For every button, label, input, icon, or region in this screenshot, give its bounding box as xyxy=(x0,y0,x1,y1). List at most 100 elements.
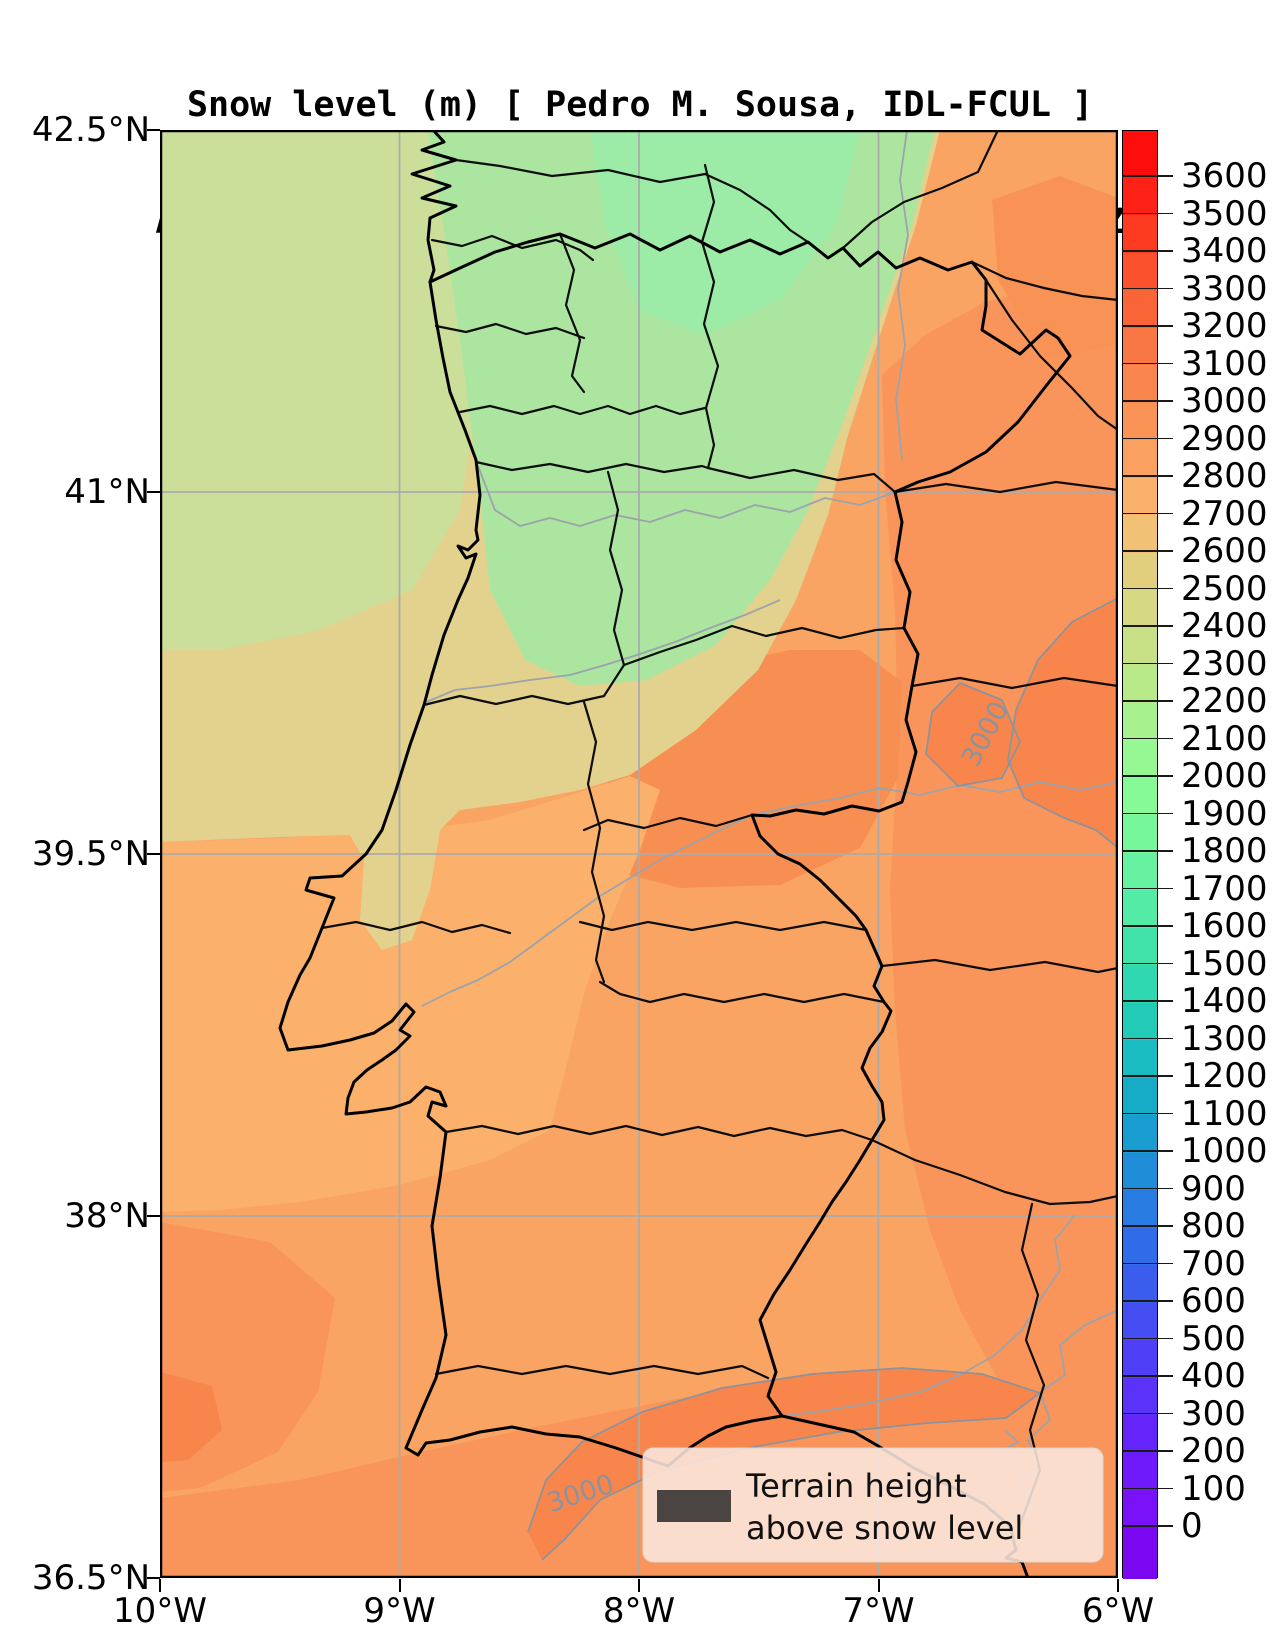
lon-tick-label: 9°W xyxy=(363,1591,436,1631)
colorbar-tick-label: 1800 xyxy=(1181,831,1268,871)
colorbar-band xyxy=(1123,1489,1157,1528)
lon-tick-label: 7°W xyxy=(842,1591,915,1631)
colorbar-tick-mark xyxy=(1122,175,1173,177)
colorbar-tick-mark xyxy=(1122,1112,1173,1115)
colorbar-tick-mark xyxy=(1122,625,1173,627)
colorbar-tick-mark xyxy=(1122,325,1173,327)
colorbar-tick-label: 200 xyxy=(1181,1431,1246,1471)
colorbar-band xyxy=(1123,1152,1157,1190)
lat-tick-label: 42.5°N xyxy=(31,110,150,150)
colorbar-tick-label: 300 xyxy=(1181,1393,1246,1434)
colorbar-tick-label: 1700 xyxy=(1181,868,1268,909)
colorbar-tick-mark xyxy=(1122,1262,1173,1265)
legend-label-line-2: above snow level xyxy=(746,1509,1023,1547)
lat-tick-mark xyxy=(147,1577,160,1579)
lon-tick-label: 6°W xyxy=(1081,1591,1155,1631)
colorbar-tick-label: 700 xyxy=(1181,1243,1246,1284)
colorbar-tick-label: 3300 xyxy=(1181,268,1268,309)
colorbar-tick-mark xyxy=(1122,1075,1173,1077)
colorbar-band xyxy=(1123,1377,1157,1415)
colorbar-tick-label: 2500 xyxy=(1181,568,1268,609)
colorbar-tick-mark xyxy=(1122,1487,1173,1490)
colorbar-band xyxy=(1123,252,1157,290)
colorbar-band xyxy=(1123,664,1157,703)
colorbar-tick-label: 400 xyxy=(1181,1356,1246,1396)
colorbar-tick-label: 600 xyxy=(1181,1281,1246,1321)
lon-tick-mark xyxy=(398,1579,401,1592)
legend-box: Terrain height above snow level xyxy=(642,1447,1104,1563)
river-tejo-spain xyxy=(751,781,1118,816)
colorbar-tick-mark xyxy=(1122,1150,1173,1152)
river-lines xyxy=(421,130,1118,1521)
lat-tick-mark xyxy=(147,853,160,855)
colorbar-tick-label: 2000 xyxy=(1181,756,1268,796)
legend-swatch xyxy=(657,1490,731,1522)
colorbar-band xyxy=(1123,477,1157,515)
colorbar-tick-mark xyxy=(1122,512,1173,515)
river-mondego xyxy=(423,599,781,704)
colorbar-tick-mark xyxy=(1122,1187,1173,1190)
colorbar-tick-mark xyxy=(1122,287,1173,290)
colorbar-band xyxy=(1123,402,1157,440)
colorbar-band xyxy=(1123,177,1157,215)
colorbar-band xyxy=(1123,777,1157,815)
map-frame xyxy=(160,130,1118,1578)
colorbar-band xyxy=(1123,1452,1157,1490)
colorbar-tick-mark xyxy=(1122,700,1173,702)
colorbar-tick-mark xyxy=(1122,812,1173,815)
colorbar-band xyxy=(1123,1114,1157,1153)
colorbar-tick-mark xyxy=(1122,1300,1173,1302)
colorbar-tick-mark xyxy=(1122,962,1173,965)
colorbar-tick-label: 0 xyxy=(1181,1506,1203,1546)
colorbar-tick-label: 2600 xyxy=(1181,531,1268,571)
colorbar-tick-mark xyxy=(1122,925,1173,927)
lon-tick-mark xyxy=(877,1579,880,1592)
colorbar-tick-label: 3600 xyxy=(1181,156,1268,196)
colorbar-tick-label: 1900 xyxy=(1181,793,1268,834)
district-boundaries xyxy=(320,130,1118,1527)
colorbar-band xyxy=(1123,589,1157,628)
legend-label-line-1: Terrain height xyxy=(745,1467,967,1505)
elevation-contour-3000-lines xyxy=(527,597,1118,1561)
colorbar-tick-label: 500 xyxy=(1181,1318,1246,1359)
colorbar-tick-label: 1000 xyxy=(1181,1131,1268,1171)
colorbar-band xyxy=(1123,1339,1157,1378)
colorbar-tick-label: 100 xyxy=(1181,1468,1246,1509)
figure-title-line-1: Snow level (m) [ Pedro M. Sousa, IDL-FCU… xyxy=(186,85,1094,125)
lon-tick-mark xyxy=(159,1579,161,1592)
colorbar-tick-mark xyxy=(1122,475,1173,477)
colorbar-band xyxy=(1123,852,1157,890)
river-guadiana xyxy=(781,1214,1076,1417)
colorbar-band xyxy=(1123,814,1157,853)
colorbar-band xyxy=(1123,439,1157,478)
lat-tick-mark xyxy=(147,1215,160,1217)
graticule-gridlines xyxy=(160,130,1118,1578)
colorbar-tick-mark xyxy=(1122,362,1173,365)
colorbar-band xyxy=(1123,552,1157,590)
colorbar-tick-label: 1200 xyxy=(1181,1056,1268,1096)
colorbar-band-under xyxy=(1123,1527,1157,1579)
colorbar-tick-label: 800 xyxy=(1181,1206,1246,1246)
colorbar-band xyxy=(1123,964,1157,1003)
lat-tick-mark xyxy=(147,129,160,131)
colorbar-band xyxy=(1123,1077,1157,1115)
lon-tick-label: 10°W xyxy=(113,1591,207,1631)
lon-tick-label: 8°W xyxy=(602,1591,676,1631)
lon-tick-mark xyxy=(638,1579,640,1592)
colorbar xyxy=(1122,130,1158,1579)
colorbar-tick-label: 2900 xyxy=(1181,418,1268,459)
colorbar-tick-mark xyxy=(1122,437,1173,440)
colorbar-tick-label: 1300 xyxy=(1181,1018,1268,1059)
colorbar-tick-mark xyxy=(1122,662,1173,665)
map-plot: 3000 3000 xyxy=(160,130,1118,1578)
colorbar-tick-label: 3500 xyxy=(1181,193,1268,234)
colorbar-band xyxy=(1123,1039,1157,1078)
colorbar-tick-mark xyxy=(1122,887,1173,890)
colorbar-band-over xyxy=(1123,131,1157,177)
colorbar-tick-mark xyxy=(1122,400,1173,402)
lat-tick-mark xyxy=(147,491,160,493)
colorbar-tick-mark xyxy=(1122,587,1173,590)
lat-tick-label: 36.5°N xyxy=(31,1558,150,1598)
colorbar-tick-label: 3200 xyxy=(1181,306,1268,346)
